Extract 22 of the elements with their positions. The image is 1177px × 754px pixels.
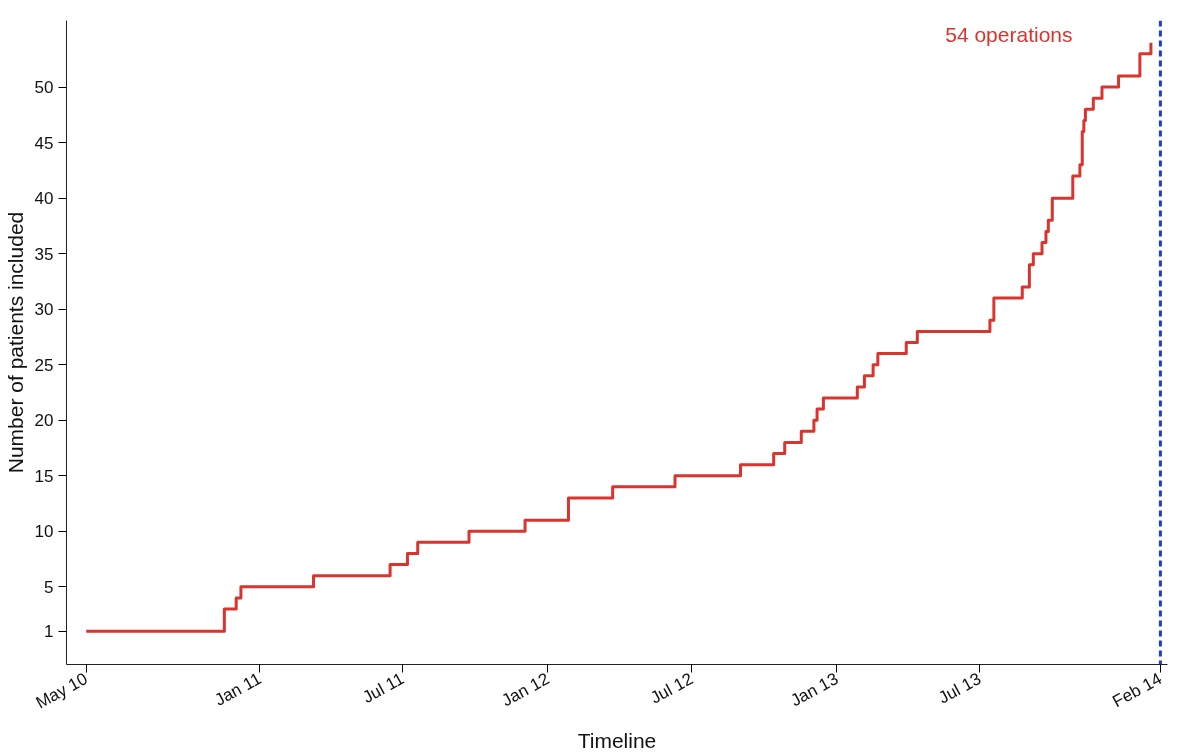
x-tick-label: May 10 — [32, 669, 91, 713]
x-tick-label: Jan 11 — [211, 669, 265, 710]
y-tick-label: 15 — [34, 466, 54, 486]
annotation: 54 operations — [945, 22, 1073, 46]
x-tick-label: Jul 13 — [935, 669, 985, 708]
y-tick-label: 20 — [34, 411, 54, 431]
x-tick-label: Jul 11 — [359, 669, 408, 707]
y-tick-label: 30 — [34, 300, 54, 320]
y-tick-label: 10 — [34, 522, 54, 542]
y-tick-label: 40 — [34, 189, 54, 209]
y-tick-label: 35 — [34, 244, 54, 264]
y-axis-title: Number of patients included — [3, 211, 27, 474]
x-tick-label: Jul 12 — [647, 669, 697, 708]
x-tick-label: Feb 14 — [1109, 669, 1165, 712]
y-tick-label: 45 — [34, 133, 54, 153]
y-tick-label: 50 — [34, 78, 54, 98]
y-tick-label: 5 — [44, 577, 54, 597]
x-axis-title: Timeline — [577, 728, 657, 752]
y-tick-label: 1 — [44, 622, 54, 642]
x-tick-label: Jan 13 — [787, 669, 842, 711]
y-tick-label: 25 — [34, 355, 54, 375]
x-tick-label: Jan 12 — [498, 669, 553, 711]
